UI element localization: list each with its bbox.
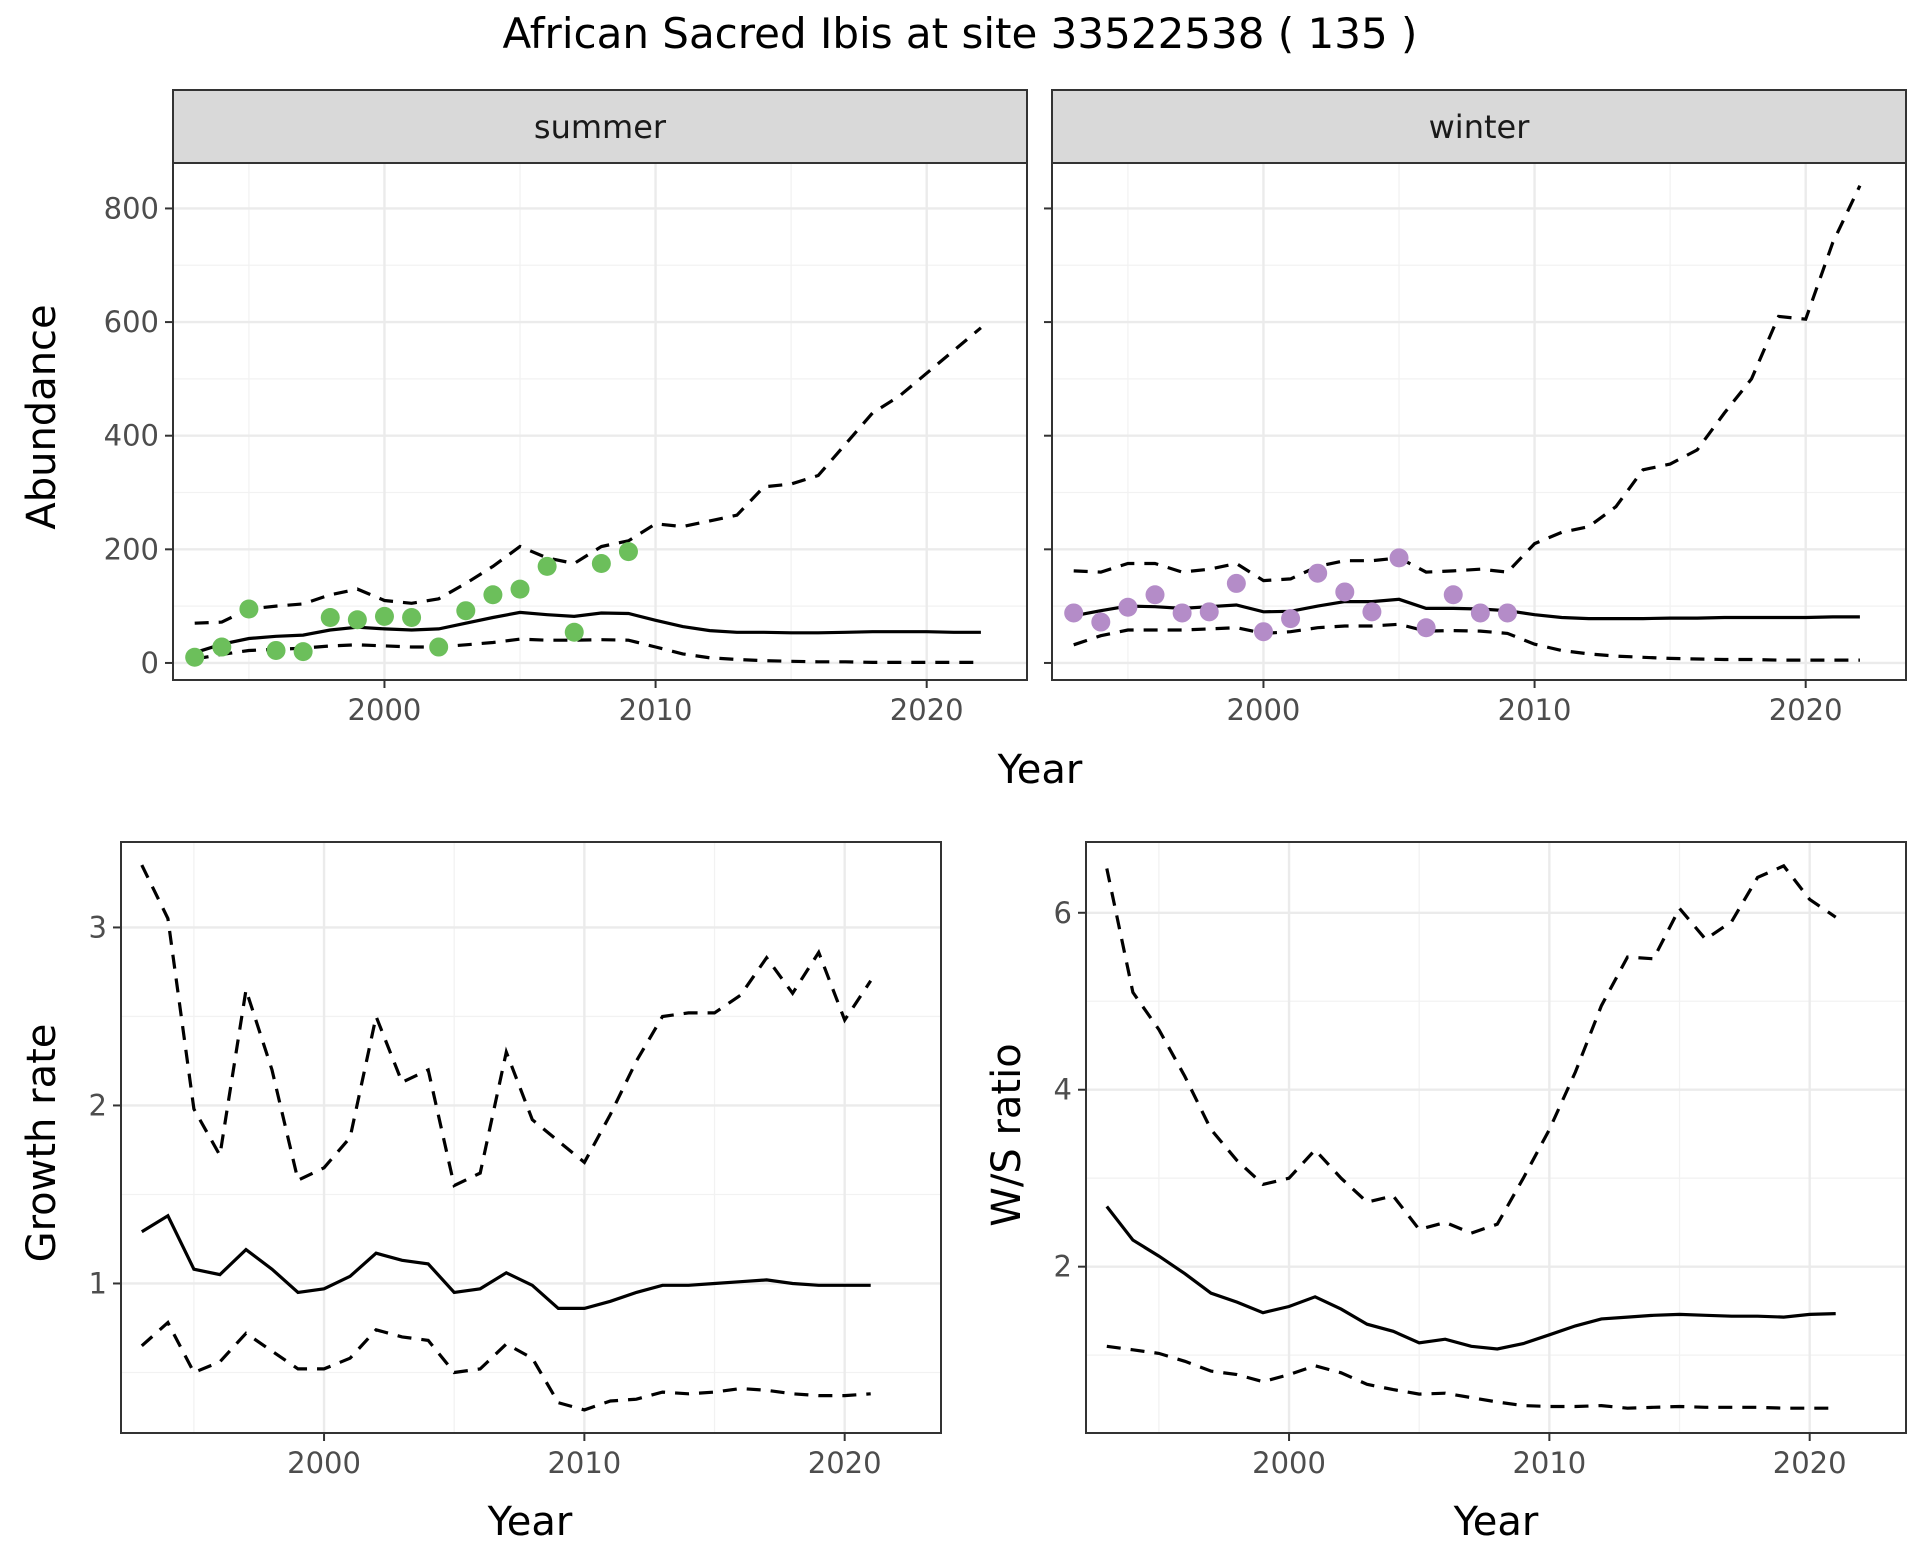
- x-tick-label: 2010: [1512, 1446, 1586, 1480]
- data-point: [1064, 603, 1084, 623]
- data-point: [266, 640, 286, 660]
- x-tick-label: 2020: [1769, 693, 1843, 727]
- data-point: [185, 647, 205, 667]
- ws-ratio-panel: 2000 2010 2020 2 4 6: [1054, 841, 1907, 1480]
- data-point: [510, 579, 530, 599]
- data-point: [1172, 603, 1192, 623]
- x-tick-label: 2000: [1227, 693, 1301, 727]
- panel-background: [1052, 163, 1906, 680]
- y-tick-label: 0: [141, 646, 159, 680]
- y-tick-label: 200: [104, 532, 159, 566]
- data-point: [1281, 609, 1301, 629]
- data-point: [1145, 585, 1165, 605]
- panel-border: [120, 841, 942, 1434]
- y-tick-label: 1: [89, 1266, 107, 1300]
- data-point: [618, 542, 638, 562]
- chart-title: African Sacred Ibis at site 33522538 ( 1…: [503, 9, 1418, 58]
- y-tick-label: 2: [1054, 1250, 1072, 1284]
- data-point: [212, 637, 232, 657]
- x-tick-label: 2000: [1252, 1446, 1326, 1480]
- panel-border: [1085, 841, 1907, 1434]
- data-point: [1308, 563, 1328, 583]
- data-point: [429, 637, 449, 657]
- x-axis-title-abundance: Year: [997, 747, 1083, 793]
- series-line-lower: [1073, 622, 1860, 662]
- data-point: [1091, 612, 1111, 632]
- x-tick-label: 2010: [1498, 693, 1572, 727]
- growth-rate-panel: 2000 2010 2020 1 2 3: [89, 841, 942, 1480]
- data-point: [1226, 573, 1246, 593]
- data-point: [591, 554, 611, 574]
- x-axis-title-growth: Year: [487, 1499, 573, 1545]
- series-line-estimate: [1105, 1205, 1836, 1351]
- winter-abundance-panel: winter 2000 2010 2020: [1044, 89, 1907, 727]
- y-tick-label: 800: [104, 191, 159, 225]
- y-tick-label: 400: [104, 419, 159, 453]
- data-point: [1470, 603, 1490, 623]
- series-line-upper: [1105, 863, 1837, 1235]
- x-tick-label: 2000: [287, 1446, 361, 1480]
- y-axis-title-growth: Growth rate: [19, 1024, 65, 1263]
- data-point: [1362, 602, 1382, 622]
- panel-background: [121, 842, 941, 1433]
- data-point: [1335, 582, 1355, 602]
- data-point: [564, 622, 584, 642]
- data-point: [483, 585, 503, 605]
- data-point: [1389, 548, 1409, 568]
- x-axis-title-ws: Year: [1453, 1499, 1539, 1545]
- y-axis-title-abundance: Abundance: [19, 304, 65, 529]
- summer-abundance-panel: summer 2000 2010 2020 0 200 400 600 800: [104, 89, 1028, 727]
- panel-background: [173, 163, 1027, 680]
- data-point: [1253, 622, 1273, 642]
- data-point: [456, 601, 476, 621]
- data-point: [402, 608, 422, 628]
- data-point: [374, 606, 394, 626]
- data-point: [537, 556, 557, 576]
- facet-strip-label: summer: [534, 108, 667, 146]
- series-line-upper: [194, 326, 982, 625]
- data-point: [1199, 602, 1219, 622]
- x-tick-label: 2020: [808, 1446, 882, 1480]
- series-line-lower: [194, 637, 981, 665]
- data-point: [293, 642, 313, 662]
- data-point: [347, 610, 367, 630]
- data-point: [320, 608, 340, 628]
- x-tick-label: 2010: [619, 693, 693, 727]
- x-tick-label: 2010: [547, 1446, 621, 1480]
- data-point: [239, 599, 259, 619]
- facet-strip: [172, 89, 1028, 164]
- data-point: [1416, 618, 1436, 638]
- y-tick-label: 2: [89, 1088, 107, 1122]
- x-tick-label: 2020: [1773, 1446, 1847, 1480]
- y-tick-label: 600: [104, 305, 159, 339]
- data-point: [1118, 597, 1138, 617]
- x-tick-label: 2020: [890, 693, 964, 727]
- series-line-upper: [1073, 185, 1862, 583]
- y-tick-label: 3: [89, 910, 107, 944]
- data-point: [1497, 603, 1517, 623]
- facet-strip: [1051, 89, 1907, 164]
- y-tick-label: 6: [1054, 896, 1072, 930]
- y-tick-label: 4: [1054, 1073, 1072, 1107]
- y-axis-title-ws: W/S ratio: [984, 1043, 1030, 1226]
- x-tick-label: 2000: [348, 693, 422, 727]
- data-point: [1443, 585, 1463, 605]
- series-line-upper: [140, 864, 873, 1188]
- panel-background: [1086, 842, 1906, 1433]
- series-line-estimate: [194, 610, 981, 655]
- series-line-lower: [140, 1320, 871, 1412]
- series-line-estimate: [140, 1213, 871, 1311]
- series-line-lower: [1106, 1344, 1836, 1410]
- facet-strip-label: winter: [1429, 108, 1531, 146]
